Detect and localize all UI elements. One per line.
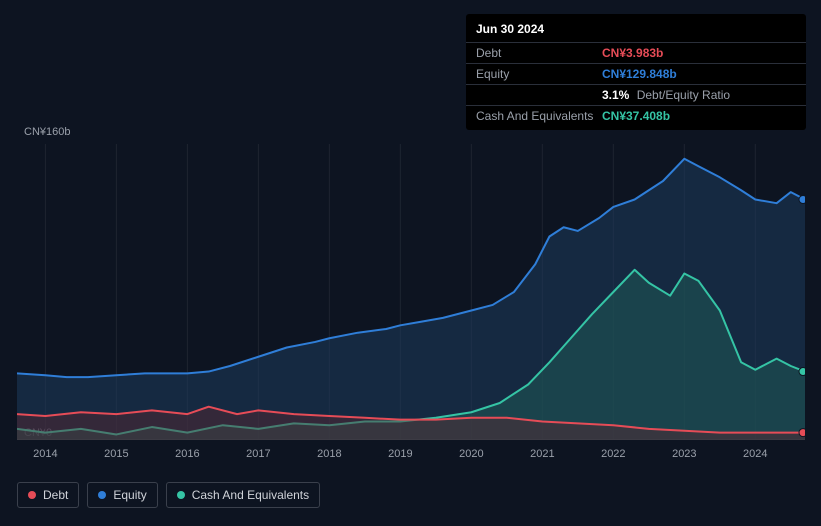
tooltip-label: Cash And Equivalents: [476, 109, 602, 123]
tooltip-row: Cash And EquivalentsCN¥37.408b: [466, 105, 806, 126]
x-axis: 2014 2015 2016 2017 2018 2019 2020 2021 2022 2023…: [17, 448, 805, 464]
tooltip-value: CN¥3.983b: [602, 46, 663, 60]
legend-item[interactable]: Equity: [87, 482, 157, 508]
tooltip-value: CN¥129.848b: [602, 67, 677, 81]
x-tick: 2021: [530, 448, 554, 460]
x-tick: 2023: [672, 448, 696, 460]
x-tick: 2022: [601, 448, 625, 460]
x-tick: 2014: [33, 448, 57, 460]
x-tick: 2019: [388, 448, 412, 460]
legend-dot-icon: [98, 491, 106, 499]
tooltip-label: [476, 88, 602, 102]
legend-item[interactable]: Cash And Equivalents: [166, 482, 320, 508]
x-tick: 2020: [459, 448, 483, 460]
tooltip-value: 3.1% Debt/Equity Ratio: [602, 88, 730, 102]
x-tick: 2024: [743, 448, 767, 460]
y-axis-label-top: CN¥160b: [24, 126, 70, 138]
legend-dot-icon: [177, 491, 185, 499]
legend-label: Cash And Equivalents: [192, 488, 309, 502]
chart-legend: Debt Equity Cash And Equivalents: [17, 482, 320, 508]
chart-tooltip: Jun 30 2024 DebtCN¥3.983bEquityCN¥129.84…: [466, 14, 806, 130]
legend-label: Equity: [113, 488, 146, 502]
tooltip-row: DebtCN¥3.983b: [466, 42, 806, 63]
legend-item[interactable]: Debt: [17, 482, 79, 508]
tooltip-row: 3.1% Debt/Equity Ratio: [466, 84, 806, 105]
tooltip-label: Debt: [476, 46, 602, 60]
x-tick: 2017: [246, 448, 270, 460]
tooltip-label: Equity: [476, 67, 602, 81]
tooltip-extra: Debt/Equity Ratio: [633, 88, 730, 102]
legend-dot-icon: [28, 491, 36, 499]
legend-label: Debt: [43, 488, 68, 502]
tooltip-row: EquityCN¥129.848b: [466, 63, 806, 84]
x-tick: 2016: [175, 448, 199, 460]
area-chart: [17, 144, 805, 440]
x-tick: 2018: [317, 448, 341, 460]
tooltip-value: CN¥37.408b: [602, 109, 670, 123]
tooltip-date: Jun 30 2024: [466, 18, 806, 42]
x-tick: 2015: [104, 448, 128, 460]
